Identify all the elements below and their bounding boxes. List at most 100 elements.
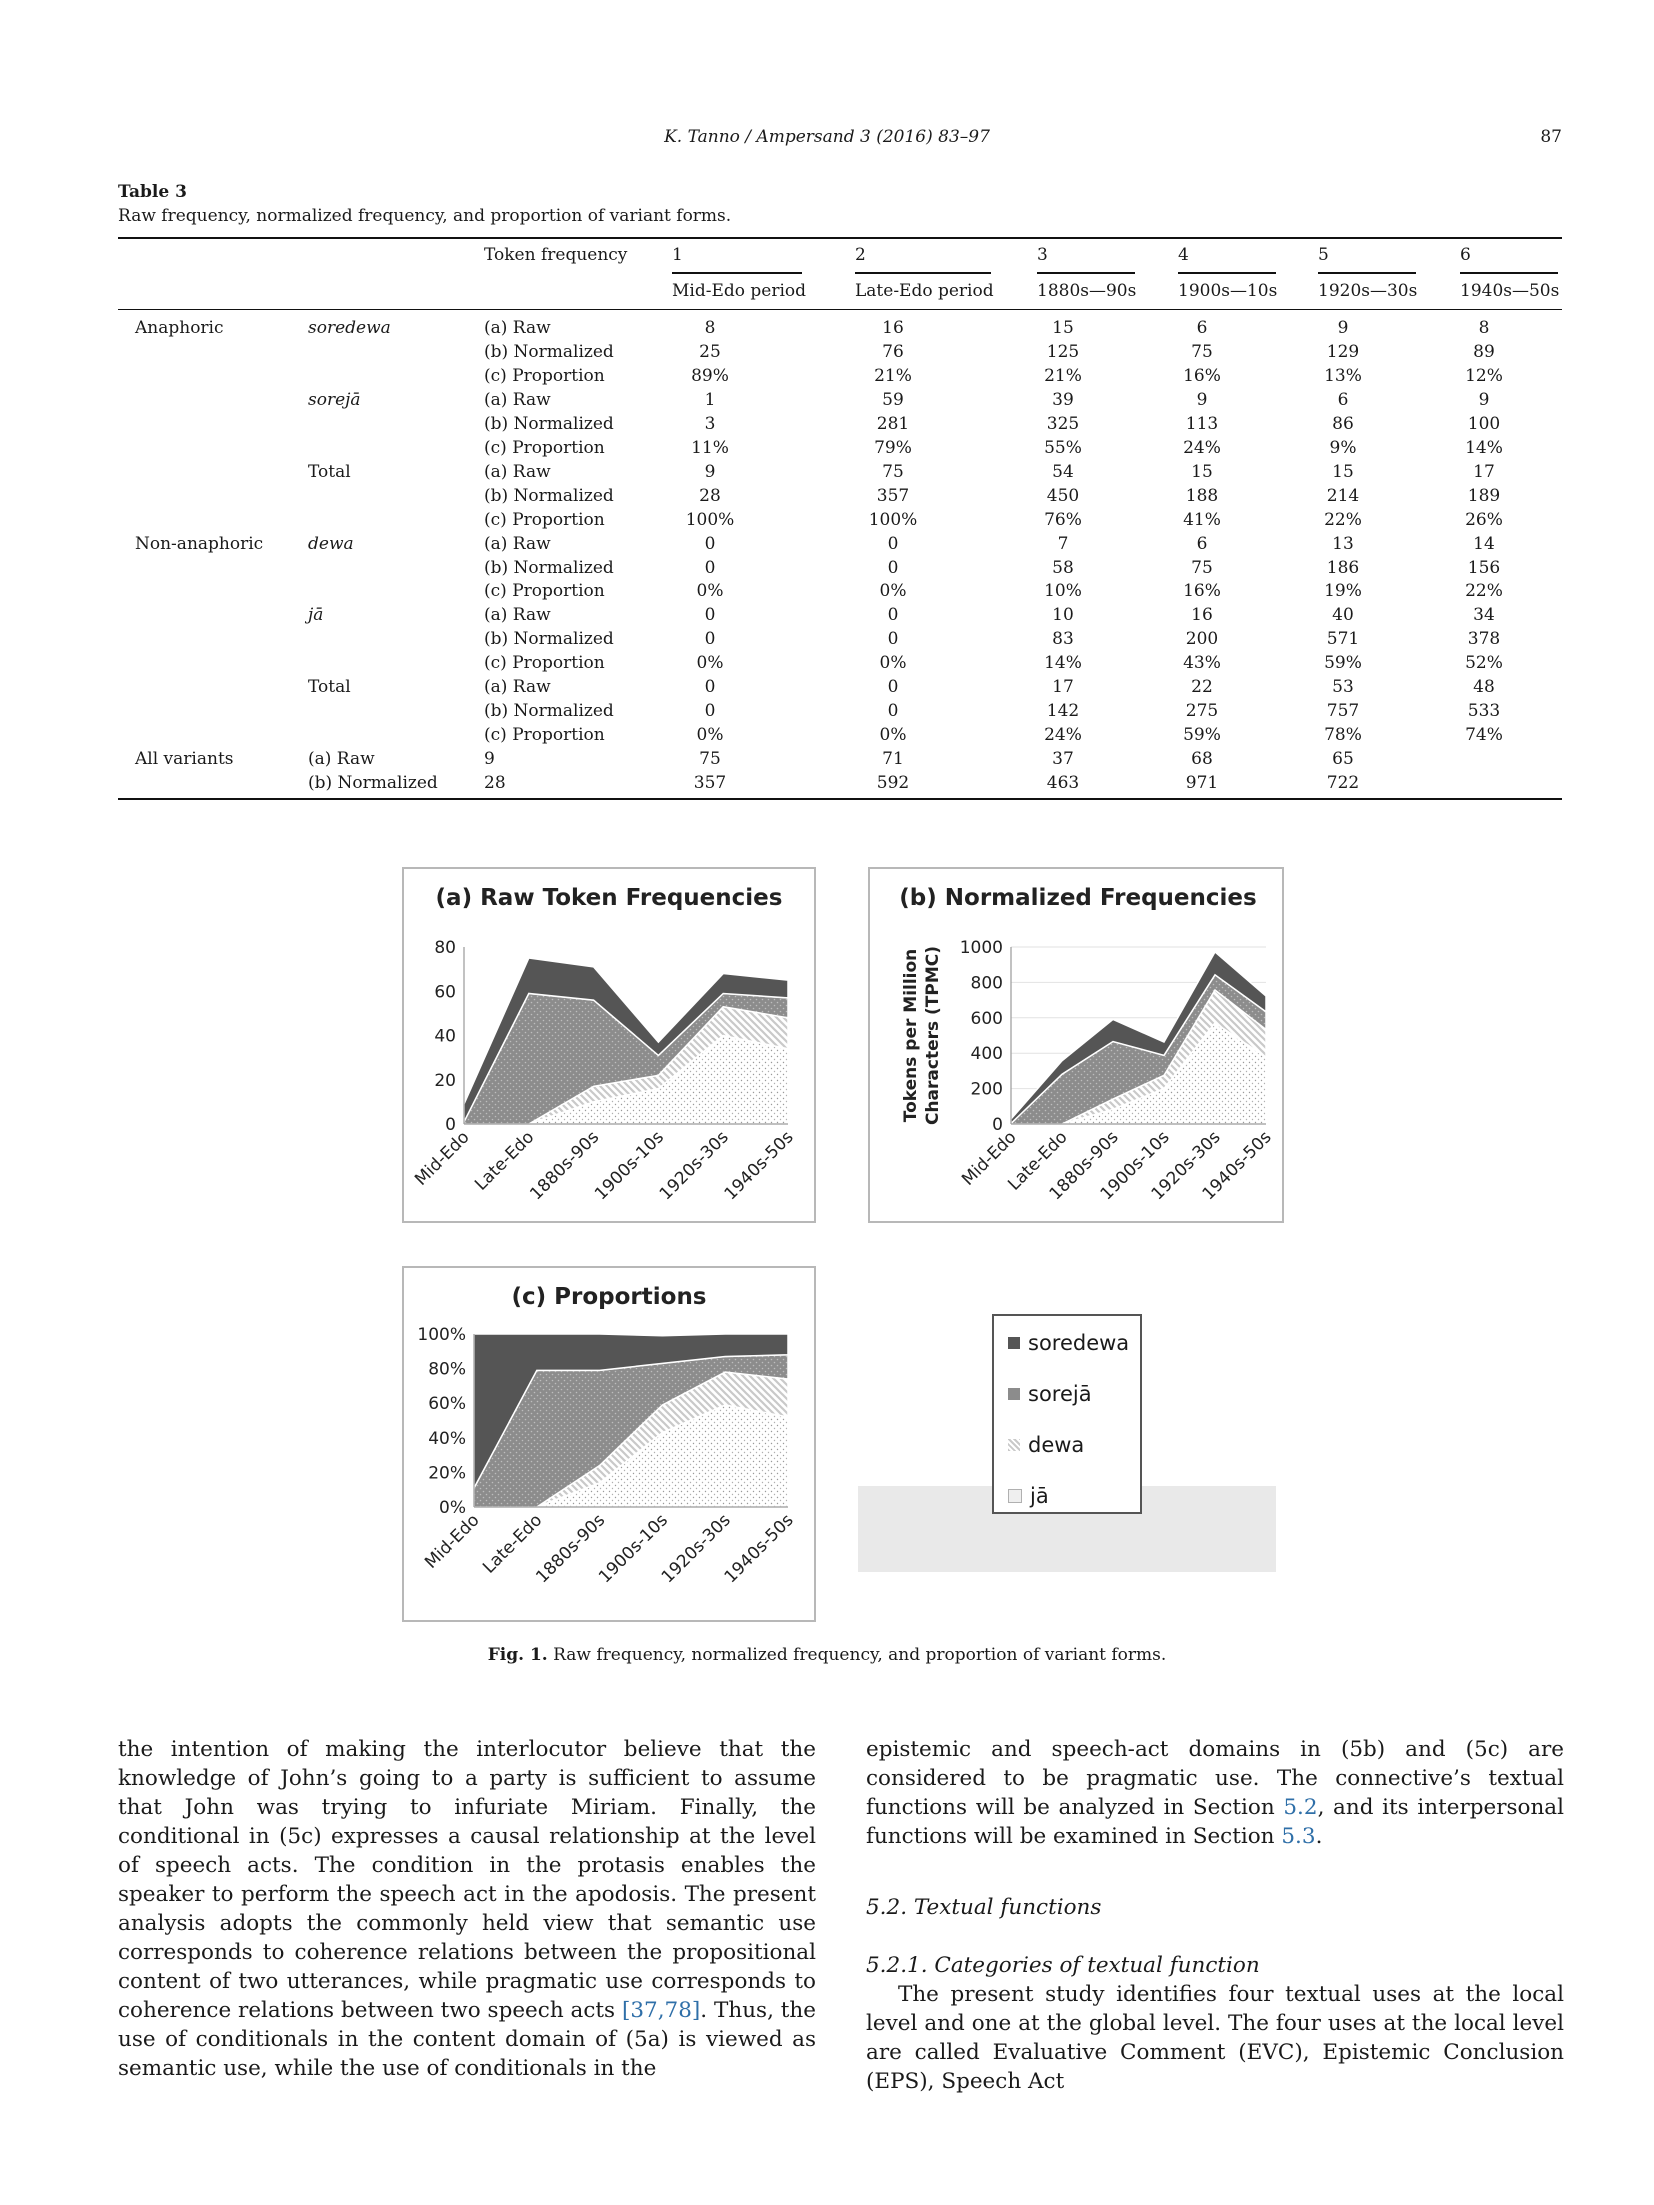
table-form-label: soredewa [308,318,391,338]
legend-swatch [1008,1489,1022,1503]
table-cell: 52% [1465,653,1503,674]
table-cell: 15 [1052,318,1074,338]
legend-label: sorejā [1028,1382,1092,1406]
table-cell: 357 [876,485,910,506]
table-cell: 0 [704,629,716,650]
table-cell: 13 [1332,533,1354,554]
period-number-2: 2 [855,245,866,265]
y-axis-label-line: Characters (TPMC) [923,946,943,1125]
table-cell: 100% [868,509,918,530]
x-tick-label: Late-Edo [479,1510,546,1577]
y-tick-label: 60% [428,1394,466,1414]
y-tick-label: 40% [428,1429,466,1449]
table-cell: 6 [1196,318,1208,338]
table-measure-label: (c) Proportion [484,509,605,530]
chart-title: (b) Normalized Frequencies [899,885,1256,911]
table-measure-label: (c) Proportion [484,581,605,602]
table-cell: 17 [1052,677,1074,698]
table-cell: 9 [1337,318,1349,338]
period-underline-6 [1460,272,1558,274]
table-cell: 79% [874,437,912,458]
table-header-rule [118,309,1562,310]
table-cell: 10 [1052,605,1074,626]
table-cell: 0 [704,677,716,698]
legend-item: soredewa [1008,1330,1129,1356]
area-soredewa [1010,950,1267,1126]
section-link-5-3[interactable]: 5.3 [1281,1824,1316,1849]
table-cell: 971 [1185,773,1219,794]
body-right-column: epistemic and speech-act domains in (5b)… [866,1735,1564,2096]
table-cell: 14% [1465,437,1503,458]
period-label-6: 1940s—50s [1460,281,1560,301]
table-cell: 463 [1046,773,1080,794]
body-right-paragraph-2: The present study identifies four textua… [866,1982,1564,2094]
table-measure-label: (a) Raw [484,533,551,554]
table-cell: 40 [1332,605,1354,626]
y-tick-label: 100% [417,1325,466,1345]
section-heading-5-2: 5.2. Textual functions [866,1895,1102,1920]
table-cell: 3 [704,413,716,434]
table-cell: 0 [704,605,716,626]
table-cell: 43% [1183,653,1221,674]
journal-citation: K. Tanno / Ampersand 3 (2016) 83–97 [664,127,990,147]
table-cell: 21% [874,365,912,386]
table-cell: 0% [696,725,724,746]
period-number-1: 1 [672,245,683,265]
table-bottom-rule [118,798,1562,800]
chart-title: (c) Proportions [511,1284,706,1310]
table-cell: 55% [1044,437,1082,458]
table-cell: 53 [1332,677,1354,698]
period-number-4: 4 [1178,245,1189,265]
table-form-label: dewa [308,533,354,554]
table-cell: 19% [1324,581,1362,602]
table-cell: 378 [1467,629,1501,650]
section-link-5-2[interactable]: 5.2 [1283,1795,1318,1820]
table-cell: 16% [1183,365,1221,386]
chart-raw-frequencies: (a) Raw Token Frequencies 0 20 40 60 80 Mid-Ed… [402,867,816,1223]
y-tick-label: 60 [434,982,456,1002]
table-cell: 10% [1044,581,1082,602]
table-cell: 59% [1183,725,1221,746]
table-cell: 71 [882,749,904,770]
table-cell: 22% [1465,581,1503,602]
y-tick-label: 0 [445,1115,456,1135]
period-label-3: 1880s—90s [1037,281,1137,301]
table-cell: 14 [1473,533,1495,554]
table-caption: Table 3 Raw frequency, normalized freque… [118,180,731,228]
legend-item: dewa [1008,1432,1084,1458]
citation-link[interactable]: [37,78] [621,1998,701,2023]
body-left-text: the intention of making the interlocutor… [118,1737,816,2023]
chart-proportions-svg: (c) Proportions 0% 20% 40% 60% 80% 100% Mid-Edo… [417,1284,797,1587]
table-cell: 113 [1185,413,1219,434]
table-cell: 0 [887,557,899,578]
body-right-text-a: epistemic and speech-act domains in (5b)… [866,1737,1564,1820]
table-cell: 142 [1046,701,1080,722]
table-top-rule [118,237,1562,239]
header-token-frequency: Token frequency [484,245,628,265]
area-soredewa [473,1333,789,1489]
table-form-label: jā [308,605,324,626]
table-cell: 16% [1183,581,1221,602]
table-group-label: Anaphoric [135,318,224,338]
table-cell: 83 [1052,629,1074,650]
table-cell: 592 [876,773,910,794]
chart-normalized-svg: (b) Normalized Frequencies 0 200 400 600 800 1… [899,885,1275,1204]
body-right-paragraph-1: epistemic and speech-act domains in (5b)… [866,1735,1564,1851]
table-measure-label: (a) Raw [484,605,551,626]
table-cell: 100 [1467,413,1501,434]
y-tick-label: 200 [971,1080,1003,1100]
x-tick-label: 1880s-90s [526,1127,603,1204]
period-number-6: 6 [1460,245,1471,265]
table-cell: 200 [1185,629,1219,650]
table-measure-label: (b) Normalized [484,341,614,362]
table-group-label: Non-anaphoric [135,533,264,554]
y-tick-label: 400 [971,1044,1003,1064]
table-cell: 86 [1332,413,1354,434]
table-cell: 0 [887,605,899,626]
table-cell: 325 [1046,413,1080,434]
table-measure-label: (b) Normalized [308,773,438,794]
table-cell: 0 [887,533,899,554]
table-cell: 571 [1326,629,1360,650]
table-cell: 37 [1052,749,1074,770]
table-cell: 26% [1465,509,1503,530]
